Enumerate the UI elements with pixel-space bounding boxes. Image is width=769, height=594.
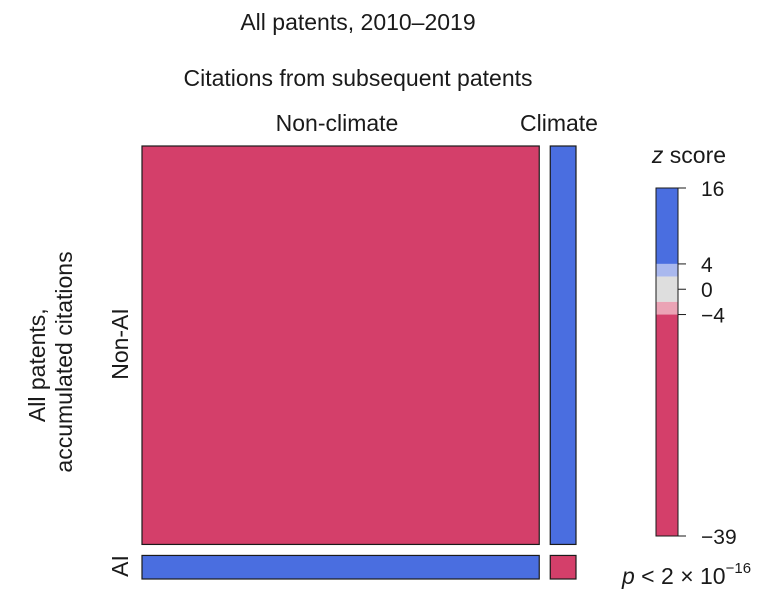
- y-axis-title-line-1: All patents,: [24, 308, 50, 422]
- row-label-non-ai: Non-AI: [107, 308, 133, 380]
- colorbar-tick-label-2: 0: [701, 279, 713, 302]
- colorbar-tick-label-0: 16: [701, 178, 724, 201]
- row-label-ai: AI: [107, 555, 133, 577]
- y-axis-title: All patents, accumulated citations: [24, 251, 77, 472]
- heatmap-cells: [141, 145, 577, 580]
- p-value-prefix: p: [621, 563, 635, 589]
- colorbar-tick-label-3: −4: [701, 305, 725, 328]
- p-value-middle: < 2 × 10: [635, 563, 726, 589]
- x-axis-title: Citations from subsequent patents: [183, 65, 532, 91]
- colorbar-band-2: [656, 276, 678, 302]
- chart-title: All patents, 2010–2019: [240, 9, 475, 35]
- colorbar-band-3: [656, 301, 678, 315]
- colorbar-band-1: [656, 263, 678, 277]
- colorbar: 16 40 −4 −39: [655, 178, 737, 549]
- cell-non-ai-climate: [549, 145, 577, 546]
- colorbar-label: z score: [651, 142, 726, 168]
- colorbar-band-0: [656, 188, 678, 264]
- colorbar-label-z: z: [651, 142, 664, 168]
- cell-ai-climate: [549, 554, 577, 580]
- colorbar-label-score: score: [663, 142, 726, 168]
- y-axis-title-line-2: accumulated citations: [51, 251, 77, 472]
- colorbar-tick-label-4: −39: [701, 526, 737, 549]
- colorbar-tick-label-1: 4: [701, 254, 713, 277]
- p-value-label: p < 2 × 10−16: [621, 560, 751, 589]
- cell-ai-non-climate: [141, 554, 540, 580]
- cell-non-ai-non-climate: [141, 145, 540, 546]
- colorbar-band-4: [656, 314, 678, 536]
- p-value-exponent: −16: [726, 560, 751, 577]
- colorbar-frame: [655, 187, 679, 537]
- col-label-non-climate: Non-climate: [276, 110, 399, 136]
- col-label-climate: Climate: [520, 110, 598, 136]
